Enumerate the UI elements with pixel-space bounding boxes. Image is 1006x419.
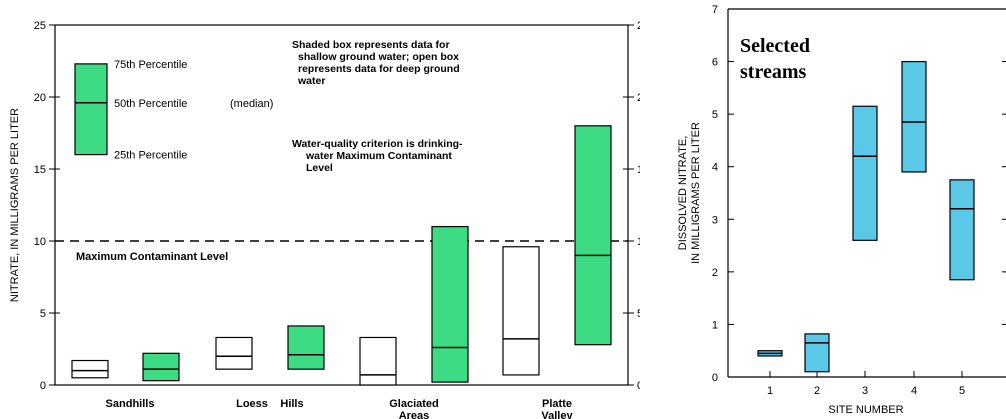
x-category-label: Loess: [236, 398, 268, 410]
box-body: [949, 179, 975, 281]
y-tick-label: 0: [712, 372, 718, 384]
box-body: [852, 105, 878, 241]
y-axis-label: DISSOLVED NITRATE,: [677, 136, 689, 251]
legend-p50-label: 50th Percentile: [114, 98, 187, 110]
x-category-label: Hills: [280, 398, 303, 410]
box-sandhills-shallow: [142, 352, 180, 382]
nitrate-groundwater-chart: 0 0 5 5 10 10 15 15 20 20 25 25 NITRATE, IN MILLIGRA…: [9, 20, 640, 419]
x-category-label: Areas: [399, 410, 430, 419]
box-body: [215, 336, 253, 370]
note-shaded-box: represents data for deep ground: [298, 63, 460, 75]
y-axis-label: NITRATE, IN MILLIGRAMS PER LITER: [9, 108, 21, 302]
box-body: [574, 125, 612, 346]
y-tick-label: 1: [712, 319, 718, 331]
mcl-label: Maximum Contaminant Level: [76, 251, 228, 263]
x-tick-label: 5: [959, 385, 965, 397]
box-glaciated-areas-shallow: [431, 226, 469, 383]
x-category-label: Glaciated: [389, 398, 439, 410]
stream-box-site-3: [852, 105, 878, 241]
box-body: [901, 60, 927, 173]
x-tick-label: 3: [862, 385, 868, 397]
note-criterion: Level: [306, 162, 333, 174]
x-category-label: Platte: [542, 398, 572, 410]
x-category-label: Sandhills: [106, 398, 155, 410]
note-shaded-box: water: [297, 75, 325, 87]
y-tick-label-right: 15: [637, 164, 640, 176]
box-glaciated-areas-deep: [359, 336, 397, 386]
y-tick-label-left: 10: [34, 236, 46, 248]
y-tick-label: 5: [712, 109, 718, 121]
x-tick-label: 4: [911, 385, 917, 397]
y-tick-label-left: 15: [34, 164, 46, 176]
y-tick-label: 4: [712, 162, 718, 174]
x-tick-label: 1: [767, 385, 773, 397]
chart-title: Selected: [740, 35, 810, 57]
stream-box-site-4: [901, 60, 927, 173]
box-platte-valley-deep: [502, 246, 540, 376]
y-tick-label-right: 10: [637, 236, 640, 248]
stream-box-site-1: [757, 350, 783, 357]
stream-box-site-5: [949, 179, 975, 281]
box-body: [804, 333, 830, 373]
note-shaded-box: shallow ground water; open box: [298, 51, 459, 63]
stream-box-site-2: [804, 333, 830, 373]
y-tick-label-right: 25: [637, 20, 640, 32]
y-axis-label: IN MILLIGRAMS PER LITER: [690, 122, 702, 264]
box-platte-valley-shallow: [574, 125, 612, 346]
box-body: [71, 359, 109, 379]
chart-title: streams: [740, 61, 806, 83]
box-loess-hills-shallow: [287, 325, 325, 370]
legend-p50-suffix: (median): [230, 98, 273, 110]
box-body: [431, 226, 469, 383]
x-category-label: Valley: [541, 410, 573, 419]
box-body: [142, 352, 180, 382]
box-body: [502, 246, 540, 376]
x-axis-label: SITE NUMBER: [828, 404, 903, 416]
y-tick-label-left: 25: [34, 20, 46, 32]
y-tick-label: 2: [712, 267, 718, 279]
y-tick-label-left: 0: [40, 380, 46, 392]
box-sandhills-deep: [71, 359, 109, 379]
y-tick-label-left: 5: [40, 308, 46, 320]
y-tick-label: 3: [712, 214, 718, 226]
legend-p25-label: 25th Percentile: [114, 150, 187, 162]
stream-nitrate-chart: 0 1 2 3 4 5 6 7 1 2 3 4 5 SITE NUMBER DISSOLVED NITRAT…: [677, 4, 1006, 416]
y-tick-label-right: 5: [637, 308, 640, 320]
note-criterion: water Maximum Contaminant: [305, 150, 452, 162]
note-criterion: Water-quality criterion is drinking-: [292, 138, 463, 150]
y-tick-label: 6: [712, 57, 718, 69]
box-body: [287, 325, 325, 370]
box-body: [359, 336, 397, 386]
x-tick-label: 2: [814, 385, 820, 397]
legend-sample-box: [74, 63, 108, 156]
y-tick-label-left: 20: [34, 92, 46, 104]
y-tick-label-right: 20: [637, 92, 640, 104]
y-tick-label: 7: [712, 4, 718, 16]
y-tick-label-right: 0: [637, 380, 640, 392]
legend-p75-label: 75th Percentile: [114, 59, 187, 71]
plot-frame: [54, 24, 629, 386]
note-shaded-box: Shaded box represents data for: [292, 39, 450, 51]
box-loess-hills-deep: [215, 336, 253, 370]
